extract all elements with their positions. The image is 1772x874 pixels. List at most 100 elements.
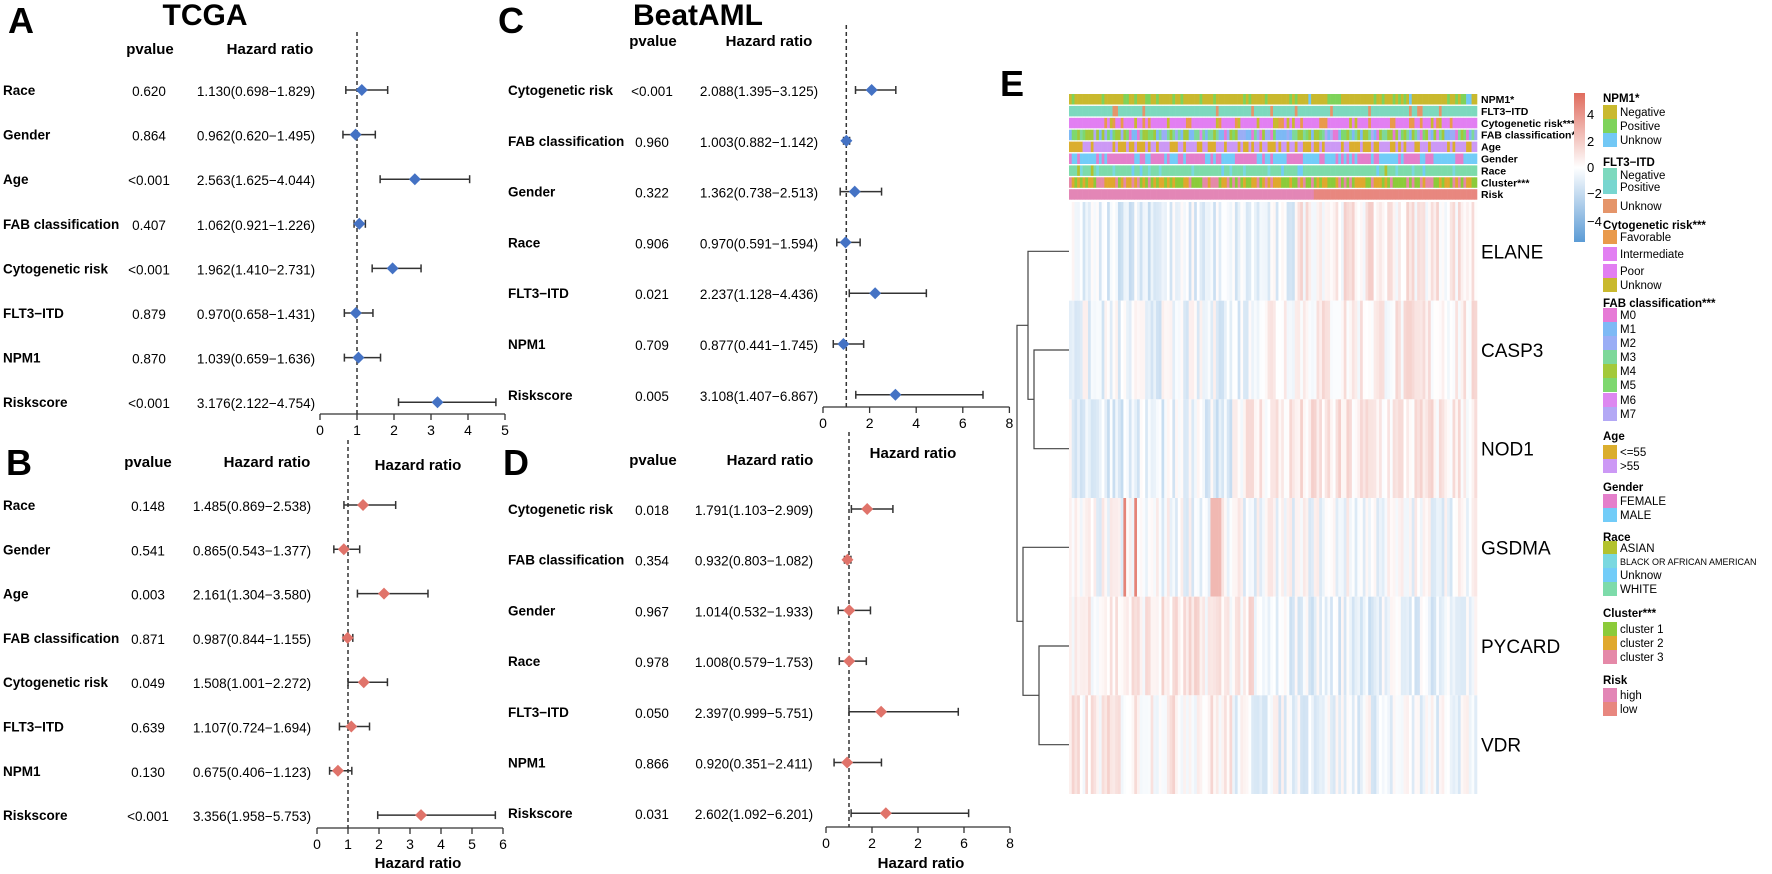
annotation-cell bbox=[1455, 94, 1459, 105]
annotation-cell bbox=[1297, 129, 1301, 141]
heatmap-cell bbox=[1145, 300, 1149, 400]
annotation-cell bbox=[1289, 117, 1293, 129]
heatmap-cell bbox=[1270, 300, 1274, 400]
annotation-cell bbox=[1455, 177, 1459, 188]
annotation-cell bbox=[1379, 117, 1383, 129]
annotation-cell bbox=[1447, 153, 1451, 164]
heatmap-cell bbox=[1335, 300, 1339, 400]
annotation-cell bbox=[1455, 165, 1459, 176]
annotation-cell bbox=[1259, 177, 1263, 188]
annotation-cell bbox=[1289, 165, 1293, 176]
heatmap-cell bbox=[1251, 300, 1255, 400]
annotation-cell bbox=[1444, 105, 1448, 117]
heatmap-cell bbox=[1436, 399, 1440, 498]
heatmap-cell bbox=[1137, 202, 1141, 301]
heatmap-cell bbox=[1248, 596, 1252, 696]
dendrogram-branch bbox=[1016, 324, 1028, 622]
annotation-cell bbox=[1441, 189, 1445, 200]
row-label: Gender bbox=[3, 542, 51, 557]
annotation-cell bbox=[1300, 141, 1304, 153]
annotation-cell bbox=[1153, 153, 1157, 164]
annotation-cell bbox=[1335, 117, 1339, 129]
annotation-track-label: Cluster*** bbox=[1481, 177, 1530, 189]
annotation-cell bbox=[1188, 117, 1192, 129]
heatmap-cell bbox=[1183, 399, 1187, 498]
heatmap-cell bbox=[1313, 695, 1317, 794]
annotation-cell bbox=[1145, 129, 1149, 141]
annotation-cell bbox=[1202, 117, 1206, 129]
annotation-cell bbox=[1161, 153, 1165, 164]
annotation-cell bbox=[1251, 141, 1255, 153]
annotation-cell bbox=[1117, 129, 1121, 141]
heatmap-cell bbox=[1349, 695, 1353, 794]
heatmap-cell bbox=[1088, 596, 1092, 696]
heatmap-cell bbox=[1428, 399, 1432, 498]
heatmap-cell bbox=[1256, 300, 1260, 400]
heatmap-cell bbox=[1422, 202, 1426, 301]
annotation-cell bbox=[1400, 189, 1404, 200]
annotation-cell bbox=[1311, 105, 1315, 117]
heatmap-cell bbox=[1360, 596, 1364, 696]
heatmap-cell bbox=[1411, 399, 1415, 498]
annotation-cell bbox=[1349, 153, 1353, 164]
heatmap-cell bbox=[1275, 498, 1279, 597]
annotation-cell bbox=[1327, 141, 1331, 153]
heatmap-cell bbox=[1321, 399, 1325, 498]
annotation-cell bbox=[1166, 177, 1170, 188]
annotation-cell bbox=[1207, 129, 1211, 141]
heatmap-cell bbox=[1425, 399, 1429, 498]
annotation-cell bbox=[1417, 105, 1421, 117]
annotation-cell bbox=[1134, 189, 1138, 200]
annotation-cell bbox=[1387, 129, 1391, 141]
annotation-cell bbox=[1210, 177, 1214, 188]
annotation-cell bbox=[1077, 94, 1081, 105]
hazard-ratio-marker bbox=[869, 287, 882, 300]
heatmap-cell bbox=[1085, 596, 1089, 696]
heatmap-cell bbox=[1142, 498, 1146, 597]
annotation-cell bbox=[1466, 153, 1470, 164]
heatmap-cell bbox=[1256, 498, 1260, 597]
row-pvalue: 0.978 bbox=[635, 655, 669, 670]
x-tick-label: 8 bbox=[1006, 835, 1014, 851]
annotation-cell bbox=[1251, 153, 1255, 164]
annotation-cell bbox=[1349, 141, 1353, 153]
heatmap-cell bbox=[1202, 202, 1206, 301]
heatmap-cell bbox=[1218, 300, 1222, 400]
hazard-ratio-marker bbox=[345, 720, 358, 733]
annotation-cell bbox=[1096, 177, 1100, 188]
heatmap-cell bbox=[1436, 695, 1440, 794]
heatmap-cell bbox=[1243, 399, 1247, 498]
annotation-cell bbox=[1205, 165, 1209, 176]
x-tick-label: 3 bbox=[427, 422, 435, 438]
heatmap-cell bbox=[1395, 695, 1399, 794]
annotation-cell bbox=[1262, 165, 1266, 176]
heatmap-cell bbox=[1085, 300, 1089, 400]
row-hazard-ratio: 3.356(1.958−5.753) bbox=[193, 809, 311, 824]
annotation-cell bbox=[1175, 94, 1179, 105]
annotation-cell bbox=[1311, 129, 1315, 141]
annotation-cell bbox=[1109, 189, 1113, 200]
annotation-cell bbox=[1335, 165, 1339, 176]
heatmap-cell bbox=[1430, 695, 1434, 794]
heatmap-cell bbox=[1112, 695, 1116, 794]
annotation-cell bbox=[1452, 141, 1456, 153]
annotation-cell bbox=[1321, 177, 1325, 188]
hazard-ratio-marker bbox=[865, 84, 878, 96]
annotation-cell bbox=[1395, 105, 1399, 117]
heatmap-cell bbox=[1313, 399, 1317, 498]
forest-row: NPM1 0.709 0.877(0.441−1.745) bbox=[508, 337, 865, 353]
annotation-cell bbox=[1175, 153, 1179, 164]
pvalue-header: pvalue bbox=[629, 33, 677, 50]
annotation-cell bbox=[1332, 141, 1336, 153]
annotation-cell bbox=[1341, 117, 1345, 129]
heatmap-cell bbox=[1185, 596, 1189, 696]
heatmap-cell bbox=[1074, 498, 1078, 597]
heatmap-cell bbox=[1433, 300, 1437, 400]
annotation-cell bbox=[1324, 141, 1328, 153]
annotation-cell bbox=[1202, 189, 1206, 200]
annotation-cell bbox=[1199, 141, 1203, 153]
annotation-cell bbox=[1468, 94, 1472, 105]
heatmap-cell bbox=[1240, 202, 1244, 301]
annotation-cell bbox=[1409, 94, 1413, 105]
